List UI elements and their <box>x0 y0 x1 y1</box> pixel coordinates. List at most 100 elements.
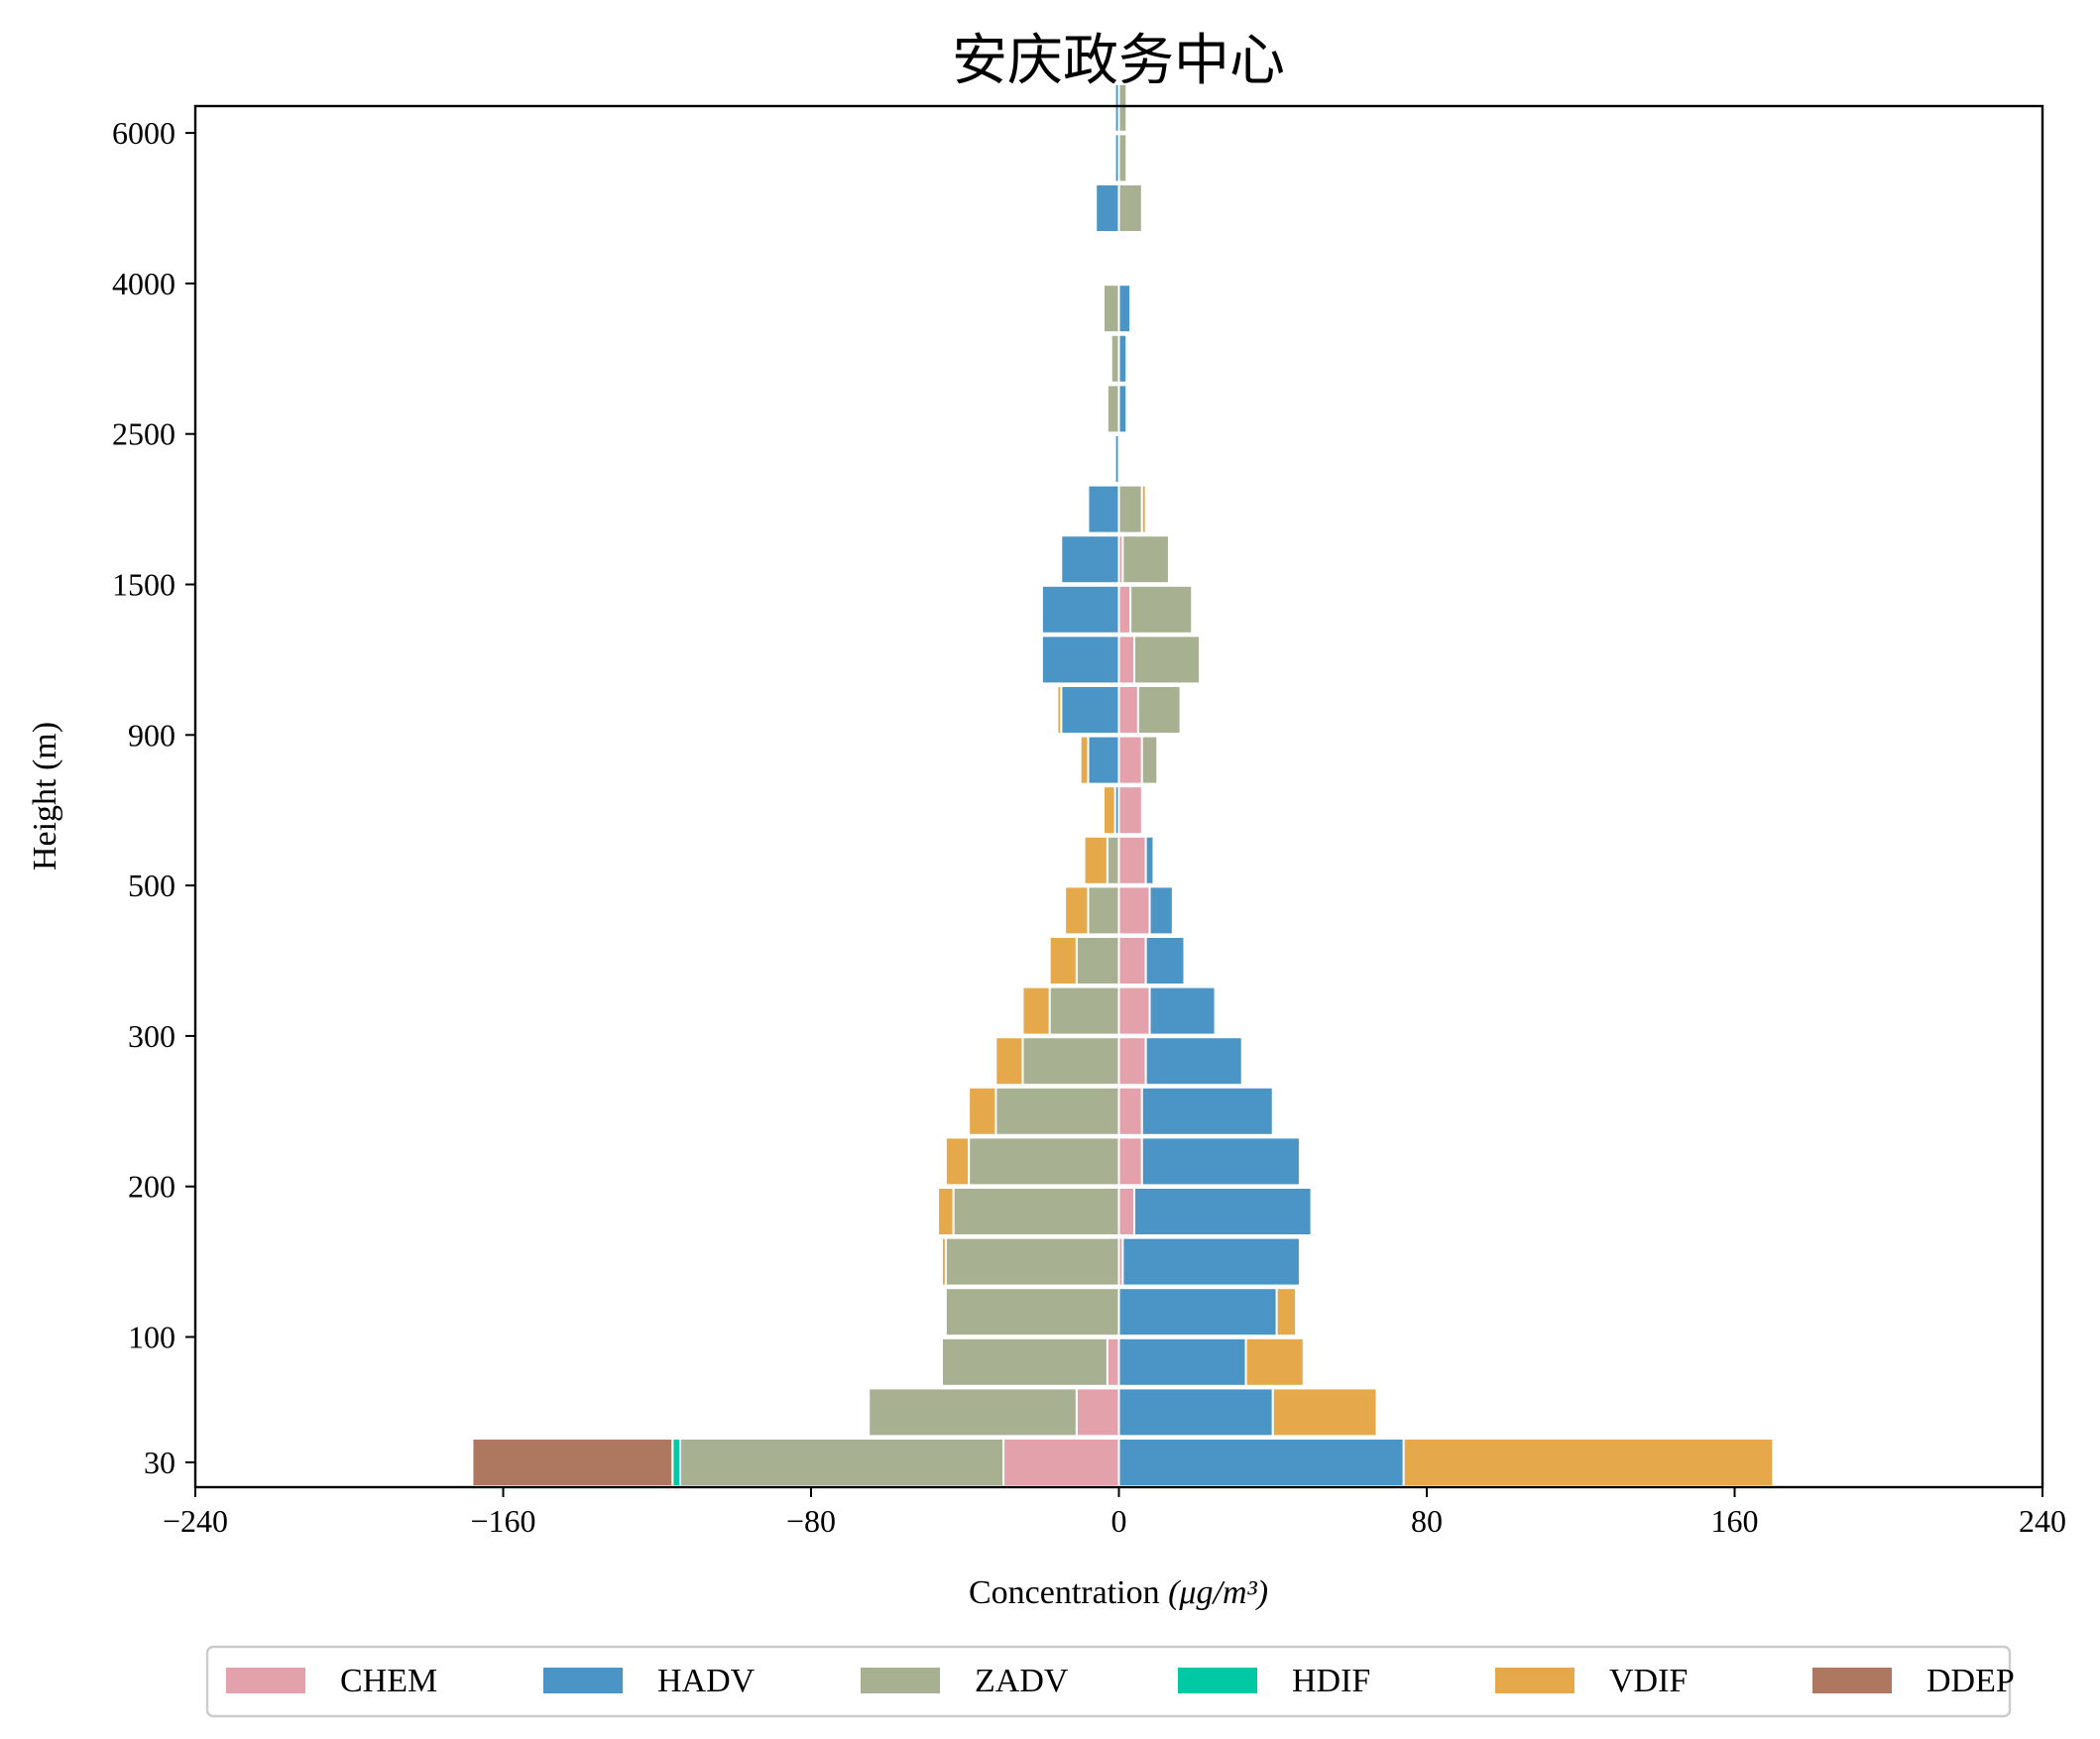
bar-vdif-level-11 <box>1064 885 1090 936</box>
x-axis: −240 −160 −80 0 80 160 240 <box>163 1487 2066 1539</box>
bar-hadv-level-14 <box>1087 735 1120 785</box>
y-tick-label: 30 <box>144 1445 175 1480</box>
bar-zadv-level-21 <box>1106 384 1120 434</box>
bar-chem-level-14 <box>1117 735 1143 785</box>
y-axis-title: Height (m) <box>27 722 63 870</box>
bar-zadv-level-12 <box>1106 835 1120 885</box>
y-tick-label: 200 <box>128 1169 175 1205</box>
bar-hdif-level-0 <box>671 1438 682 1487</box>
legend-label-hadv: HADV <box>657 1663 756 1699</box>
y-tick-label: 6000 <box>112 115 175 151</box>
bar-hadv-level-17 <box>1040 584 1120 635</box>
x-tick-label: −160 <box>470 1503 535 1539</box>
bar-hadv-level-25 <box>1095 183 1120 233</box>
bar-hadv-level-10 <box>1144 936 1186 985</box>
y-axis: 30 100 200 300 500 900 1500 2500 4000 6000 <box>112 115 195 1480</box>
bar-zadv-level-16 <box>1133 635 1202 685</box>
bar-chem-level-5 <box>1117 1187 1136 1236</box>
legend: CHEM HADV ZADV HDIF VDIF DDEP <box>205 1645 2015 1718</box>
bar-vdif-level-7 <box>968 1086 997 1136</box>
legend-box <box>205 1645 2012 1718</box>
bar-zadv-level-27 <box>1117 82 1128 133</box>
bar-chem-level-6 <box>1117 1136 1143 1187</box>
bar-vdif-level-0 <box>1402 1438 1775 1487</box>
bar-zadv-level-14 <box>1140 735 1159 785</box>
y-tick-label: 500 <box>128 868 175 903</box>
y-tick-label: 1500 <box>112 567 175 603</box>
bar-zadv-level-19 <box>1117 484 1143 534</box>
bar-chem-level-13 <box>1117 785 1143 836</box>
bar-zadv-level-22 <box>1109 333 1120 384</box>
legend-label-chem: CHEM <box>340 1663 437 1699</box>
bar-zadv-level-11 <box>1087 885 1120 936</box>
legend-swatch-chem <box>226 1668 305 1693</box>
legend-swatch-hdif <box>1178 1668 1257 1693</box>
bar-zadv-level-23 <box>1102 284 1120 334</box>
bar-vdif-level-2 <box>1244 1336 1305 1387</box>
bar-zadv-level-15 <box>1136 685 1182 735</box>
bar-zadv-level-4 <box>944 1236 1120 1287</box>
bar-hadv-level-8 <box>1144 1036 1243 1087</box>
x-tick-label: 0 <box>1111 1503 1127 1539</box>
x-tick-label: 240 <box>2019 1503 2066 1539</box>
bar-zadv-level-5 <box>952 1187 1120 1236</box>
bar-zadv-level-1 <box>868 1387 1078 1438</box>
bar-vdif-level-10 <box>1048 936 1078 985</box>
bar-hadv-level-23 <box>1117 284 1132 334</box>
bar-hadv-level-19 <box>1087 484 1120 534</box>
bar-vdif-level-9 <box>1021 985 1051 1036</box>
chart-title: 安庆政务中心 <box>952 29 1285 93</box>
x-tick-label: −240 <box>163 1503 228 1539</box>
bar-vdif-level-5 <box>937 1187 955 1236</box>
bar-zadv-level-26 <box>1117 133 1128 183</box>
bar-chem-level-2 <box>1106 1336 1120 1387</box>
bar-vdif-level-1 <box>1271 1387 1378 1438</box>
legend-swatch-vdif <box>1495 1668 1575 1693</box>
bar-chem-level-11 <box>1117 885 1151 936</box>
bar-vdif-level-3 <box>1275 1287 1298 1337</box>
bar-chem-level-0 <box>1002 1438 1120 1487</box>
bar-chem-level-16 <box>1117 635 1136 685</box>
bar-hadv-level-3 <box>1117 1287 1278 1337</box>
bar-zadv-level-7 <box>994 1086 1120 1136</box>
bar-chem-level-7 <box>1117 1086 1143 1136</box>
x-tick-label: 80 <box>1411 1503 1443 1539</box>
bar-zadv-level-0 <box>679 1438 1005 1487</box>
y-tick-label: 100 <box>128 1320 175 1355</box>
bar-chem-level-9 <box>1117 985 1151 1036</box>
y-tick-label: 300 <box>128 1018 175 1054</box>
bar-vdif-level-19 <box>1140 484 1147 534</box>
legend-label-hdif: HDIF <box>1292 1663 1370 1699</box>
bar-vdif-level-8 <box>994 1036 1024 1087</box>
bar-hadv-level-9 <box>1148 985 1217 1036</box>
bar-hadv-level-21 <box>1117 384 1128 434</box>
x-tick-label: −80 <box>786 1503 836 1539</box>
y-tick-label: 2500 <box>112 416 175 452</box>
bar-vdif-level-15 <box>1056 685 1063 735</box>
bar-chem-level-15 <box>1117 685 1139 735</box>
bar-hadv-level-15 <box>1060 685 1120 735</box>
legend-label-vdif: VDIF <box>1609 1663 1688 1699</box>
bar-chem-level-12 <box>1117 835 1147 885</box>
bar-chem-level-8 <box>1117 1036 1147 1087</box>
legend-swatch-zadv <box>861 1668 940 1693</box>
bar-hadv-level-22 <box>1117 333 1128 384</box>
legend-label-ddep: DDEP <box>1926 1663 2015 1699</box>
bar-vdif-level-14 <box>1079 735 1090 785</box>
bar-zadv-level-3 <box>944 1287 1120 1337</box>
bar-hadv-level-20 <box>1113 434 1120 484</box>
bar-hadv-level-0 <box>1117 1438 1405 1487</box>
bar-ddep-level-0 <box>471 1438 674 1487</box>
bar-hadv-level-4 <box>1121 1236 1301 1287</box>
bar-hadv-level-18 <box>1060 534 1120 585</box>
y-tick-label: 900 <box>128 717 175 753</box>
bar-hadv-level-6 <box>1140 1136 1301 1187</box>
bar-zadv-level-9 <box>1048 985 1120 1036</box>
bar-hadv-level-5 <box>1133 1187 1313 1236</box>
bar-hadv-level-7 <box>1140 1086 1274 1136</box>
bar-vdif-level-13 <box>1102 785 1116 836</box>
bar-zadv-level-18 <box>1121 534 1170 585</box>
bar-zadv-level-10 <box>1075 936 1120 985</box>
bar-zadv-level-8 <box>1021 1036 1120 1087</box>
